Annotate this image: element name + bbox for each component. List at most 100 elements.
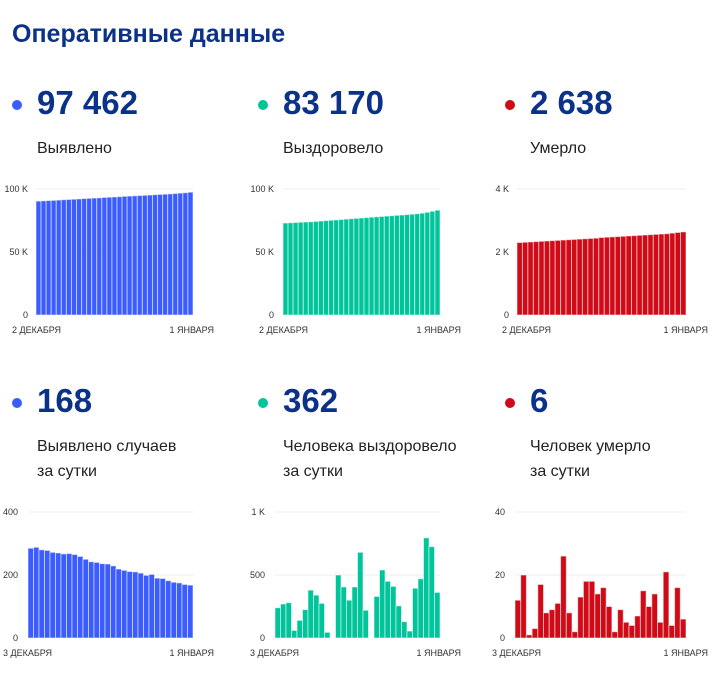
bar xyxy=(373,216,380,316)
bar xyxy=(338,218,345,316)
stat-label: Выявлено xyxy=(37,140,112,157)
bar xyxy=(71,554,78,639)
bar xyxy=(554,602,562,639)
y-tick-label: 50 K xyxy=(255,247,274,257)
bar xyxy=(549,240,556,316)
bar xyxy=(143,574,150,639)
bar xyxy=(357,551,364,639)
bar xyxy=(121,195,128,316)
bar xyxy=(55,199,62,316)
bar xyxy=(598,237,605,316)
y-tick-label: 4 K xyxy=(495,184,509,194)
chart-daily-recovered: 0 500 1 K 3 ДЕКАБРЯ 1 ЯНВАРЯ xyxy=(250,507,461,658)
bar xyxy=(157,193,164,316)
bar xyxy=(582,580,590,639)
x-tick-label: 1 ЯНВАРЯ xyxy=(663,325,708,335)
x-tick-label: 1 ЯНВАРЯ xyxy=(416,325,461,335)
bar xyxy=(292,222,299,316)
bar xyxy=(514,599,522,639)
bar xyxy=(641,234,649,316)
x-tick-label: 1 ЯНВАРЯ xyxy=(169,648,214,658)
bar xyxy=(60,553,67,639)
bar xyxy=(181,583,188,639)
bar xyxy=(674,231,682,316)
bar xyxy=(412,587,419,639)
bar xyxy=(424,211,431,316)
bar xyxy=(182,192,189,316)
bar xyxy=(620,235,627,316)
bar xyxy=(55,552,62,639)
y-tick-label: 100 K xyxy=(4,184,28,194)
bar xyxy=(362,609,369,639)
bar xyxy=(379,569,386,639)
bar xyxy=(148,573,155,639)
bar xyxy=(287,222,294,316)
bar xyxy=(600,587,607,639)
bar xyxy=(401,621,408,639)
bar xyxy=(680,231,687,316)
bar xyxy=(628,624,636,639)
bar xyxy=(187,191,194,316)
bar xyxy=(115,568,122,639)
bar xyxy=(358,217,365,316)
y-tick-label: 1 K xyxy=(251,507,265,517)
bar xyxy=(393,214,400,316)
x-tick-label: 1 ЯНВАРЯ xyxy=(416,648,461,658)
bar xyxy=(560,555,567,639)
bar xyxy=(91,197,98,316)
x-tick-label: 1 ЯНВАРЯ xyxy=(169,325,214,335)
red-dot-icon xyxy=(505,398,515,408)
green-dot-icon xyxy=(258,100,268,110)
y-tick-label: 20 xyxy=(495,570,505,580)
bar xyxy=(525,634,533,639)
bar xyxy=(636,234,643,316)
bar xyxy=(395,605,402,639)
bar xyxy=(398,214,406,316)
bar xyxy=(625,235,632,316)
bar xyxy=(313,594,320,639)
bar xyxy=(297,221,304,316)
bar xyxy=(543,612,550,639)
bar xyxy=(658,233,665,316)
bar xyxy=(588,580,596,639)
bar xyxy=(170,581,177,639)
bar xyxy=(587,237,594,316)
bar xyxy=(373,595,380,639)
x-tick-label: 3 ДЕКАБРЯ xyxy=(492,648,541,658)
bar xyxy=(434,209,441,316)
bar xyxy=(302,609,309,639)
bar xyxy=(378,215,385,316)
bar xyxy=(165,580,172,639)
stat-label: Человек умерло за сутки xyxy=(530,438,651,480)
bar xyxy=(333,219,340,316)
bar xyxy=(663,233,671,316)
bar xyxy=(368,216,375,316)
bar xyxy=(317,220,325,316)
bar xyxy=(167,193,174,316)
bar xyxy=(81,198,88,316)
bar xyxy=(50,199,57,316)
y-tick-label: 400 xyxy=(3,507,18,517)
bar xyxy=(99,563,106,639)
bar xyxy=(348,218,355,316)
bar xyxy=(548,609,556,639)
bar xyxy=(77,555,84,639)
bar xyxy=(592,237,600,316)
red-dot-icon xyxy=(505,100,515,110)
bar xyxy=(565,612,573,639)
bar xyxy=(136,195,143,316)
bar xyxy=(110,565,117,639)
bar xyxy=(527,241,534,316)
bar xyxy=(296,619,303,639)
bar xyxy=(603,236,611,316)
bar xyxy=(111,196,118,316)
y-tick-label: 100 K xyxy=(250,184,274,194)
bar xyxy=(86,197,93,316)
bar xyxy=(353,217,360,316)
chart-daily-cases: 0 200 400 3 ДЕКАБРЯ 1 ЯНВАРЯ xyxy=(3,507,214,658)
bar xyxy=(45,200,52,316)
bar xyxy=(414,213,421,316)
bar xyxy=(274,607,281,639)
y-tick-label: 0 xyxy=(23,310,28,320)
bar xyxy=(634,615,641,639)
